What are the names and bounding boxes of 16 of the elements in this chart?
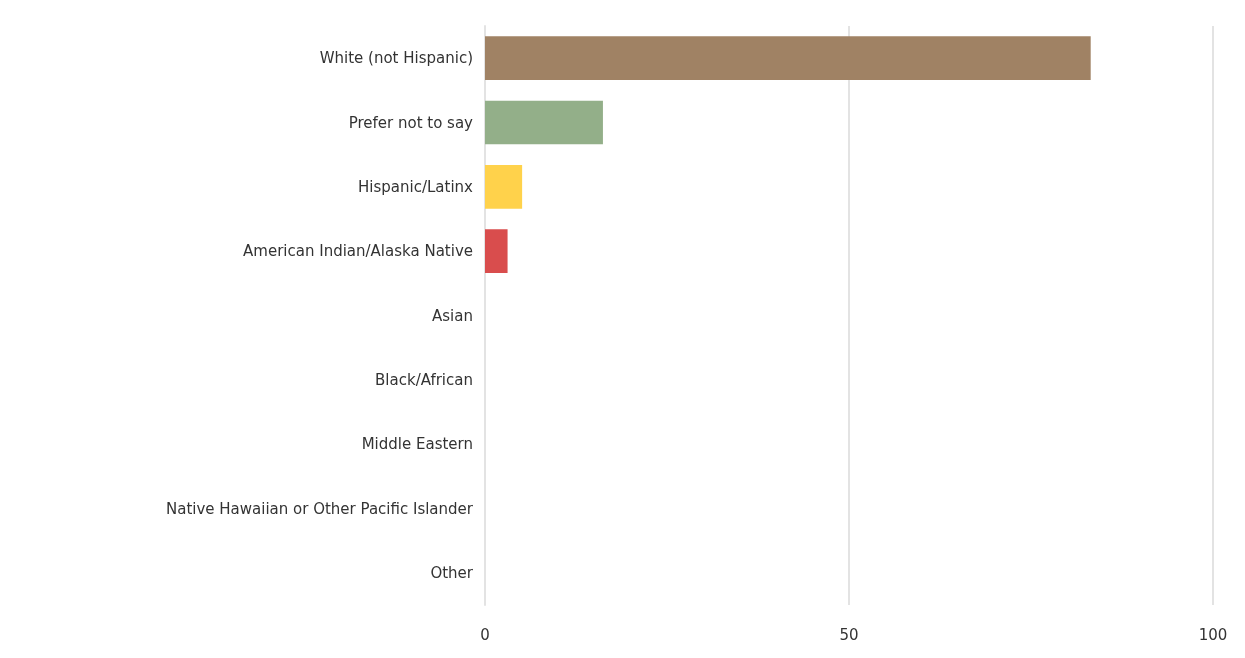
y-tick-label: American Indian/Alaska Native bbox=[243, 242, 473, 261]
y-tick-label: Black/African bbox=[375, 370, 473, 389]
y-tick-label: White (not Hispanic) bbox=[319, 49, 473, 68]
y-tick-label: Hispanic/Latinx bbox=[358, 177, 474, 196]
bar bbox=[485, 36, 1091, 81]
y-tick-label: Native Hawaiian or Other Pacific Islander bbox=[165, 499, 474, 518]
y-tick-label: Other bbox=[430, 563, 474, 582]
bar bbox=[485, 164, 523, 209]
x-tick-label: 0 bbox=[480, 625, 490, 644]
y-tick-label: Asian bbox=[432, 306, 473, 325]
bar bbox=[485, 229, 508, 274]
y-tick-label: Prefer not to say bbox=[348, 113, 474, 132]
x-tick-label: 50 bbox=[839, 625, 859, 644]
x-tick-label: 100 bbox=[1198, 625, 1228, 644]
y-tick-label: Middle Eastern bbox=[361, 435, 473, 454]
bar bbox=[485, 100, 603, 145]
